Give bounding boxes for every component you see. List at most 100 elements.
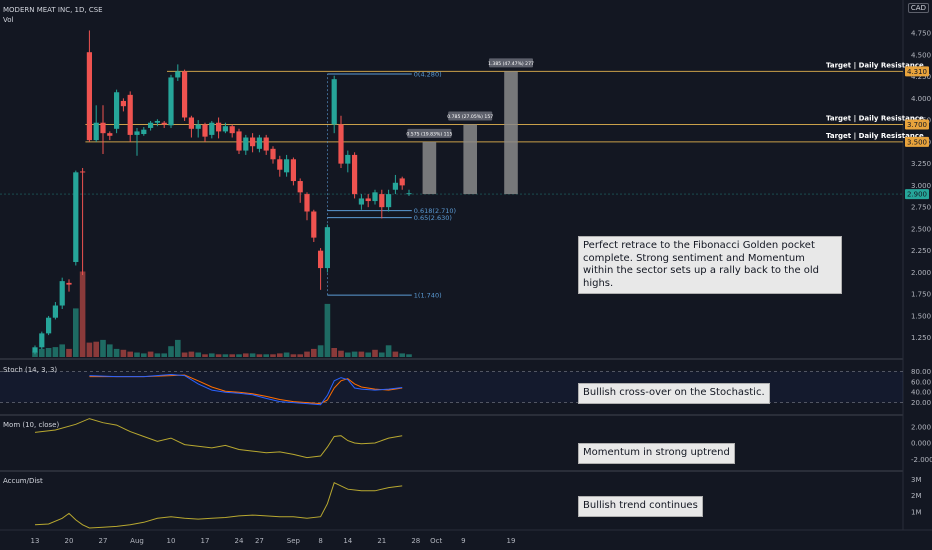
price-badge-label: 3.500 [907, 138, 927, 146]
volume-bar [270, 354, 276, 357]
projection-label: 0.575 (19.83%) 115 [406, 131, 452, 137]
fib-note: Perfect retrace to the Fibonacci Golden … [578, 236, 842, 294]
volume-bar [79, 271, 86, 357]
candle-body [406, 193, 412, 195]
volume-bar [215, 354, 222, 357]
candle-body [399, 178, 405, 186]
volume-bar [311, 348, 317, 357]
volume-bar [372, 349, 378, 357]
volume-bar [283, 352, 290, 357]
candle-body [100, 122, 106, 134]
price-tick-label: 1.500 [911, 312, 931, 320]
mom-tick-label: 2.000 [911, 423, 931, 431]
volume-bar [188, 351, 195, 357]
projection-box [422, 141, 437, 195]
volume-bar [107, 344, 113, 357]
candle-body [195, 124, 201, 129]
candle-body [222, 126, 228, 132]
volume-bar [134, 352, 140, 357]
price-tick-label: 2.750 [911, 204, 931, 212]
candle-body [365, 198, 371, 202]
price-tick-label: 2.500 [911, 225, 931, 233]
time-axis-label: 8 [318, 537, 322, 545]
candle-body [250, 137, 256, 147]
time-axis-label: 17 [201, 537, 210, 545]
candle-body [114, 92, 120, 129]
volume-bar [222, 354, 229, 357]
volume-bar [100, 339, 106, 357]
volume-bar [181, 352, 188, 357]
projection-label: 0.785 (27.05%) 157 [447, 114, 493, 120]
candle-body [236, 131, 242, 151]
resistance-label: Target | Daily Resistance [826, 61, 924, 70]
volume-label: Vol [3, 16, 14, 24]
volume-bar [161, 353, 167, 357]
projection-tag [407, 128, 452, 138]
volume-bar [59, 344, 65, 357]
time-axis-label: 28 [411, 537, 420, 545]
candle-body [338, 124, 344, 164]
candle-body [386, 194, 392, 208]
price-tick-label: 4.500 [911, 51, 931, 59]
candle-body [311, 211, 317, 238]
time-axis-label: 24 [235, 537, 244, 545]
volume-bar [236, 354, 242, 357]
volume-bar [120, 349, 127, 357]
currency-label[interactable]: CAD [907, 3, 929, 13]
time-axis-label: 21 [377, 537, 386, 545]
volume-bar [154, 353, 161, 357]
candle-body [392, 182, 398, 190]
volume-bar [93, 341, 99, 357]
candle-body [284, 159, 290, 173]
candle-body [345, 154, 351, 164]
projection-tag [448, 111, 493, 121]
candle-body [32, 347, 38, 353]
stoch-note: Bullish cross-over on the Stochastic. [578, 383, 770, 404]
volume-bar [113, 348, 120, 357]
fib-level-label: 0(4.280) [414, 70, 442, 78]
mom-tick-label: -2.000 [911, 456, 932, 464]
price-tick-label: 4.750 [911, 30, 931, 38]
fib-level-label: 0.618(2.710) [414, 207, 456, 215]
candle-body [324, 227, 330, 269]
price-badge [905, 66, 929, 77]
volume-bar [195, 352, 201, 357]
candle-body [46, 317, 52, 334]
resistance-label: Target | Daily Resistance [826, 114, 924, 123]
candle-body [73, 172, 79, 262]
candle-body [243, 137, 249, 151]
resistance-label: Target | Daily Resistance [826, 132, 924, 141]
time-axis-label: 27 [255, 537, 264, 545]
candle-body [379, 194, 385, 208]
candle-body [277, 159, 283, 170]
candle-body [107, 133, 113, 136]
candle-body [229, 126, 235, 134]
price-tick-label: 3.250 [911, 160, 931, 168]
candle-body [352, 154, 358, 195]
volume-bar [392, 351, 399, 357]
volume-bar [147, 351, 154, 357]
volume-bar [385, 345, 392, 357]
volume-bar [317, 345, 324, 357]
stoch-pane-label: Stoch (14, 3, 3) [3, 366, 58, 374]
accum-dist-line [34, 482, 403, 529]
volume-bar [249, 353, 256, 357]
volume-bar [399, 353, 405, 357]
volume-bar [52, 347, 59, 357]
candle-body [120, 100, 126, 107]
accum-note: Bullish trend continues [578, 496, 703, 517]
candle-body [148, 122, 154, 128]
volume-bar [345, 352, 351, 357]
volume-bar [351, 351, 358, 357]
candle-body [372, 192, 378, 202]
price-badge-label: 3.700 [907, 121, 927, 129]
candle-body [297, 181, 303, 193]
volume-bar [338, 350, 344, 357]
price-badge-label: 2.900 [907, 191, 927, 199]
candle-body [331, 79, 337, 125]
time-axis-label: 27 [99, 537, 108, 545]
stoch-tick-label: 20.00 [911, 399, 931, 407]
time-axis-label: 14 [343, 537, 352, 545]
price-badge [905, 136, 929, 147]
